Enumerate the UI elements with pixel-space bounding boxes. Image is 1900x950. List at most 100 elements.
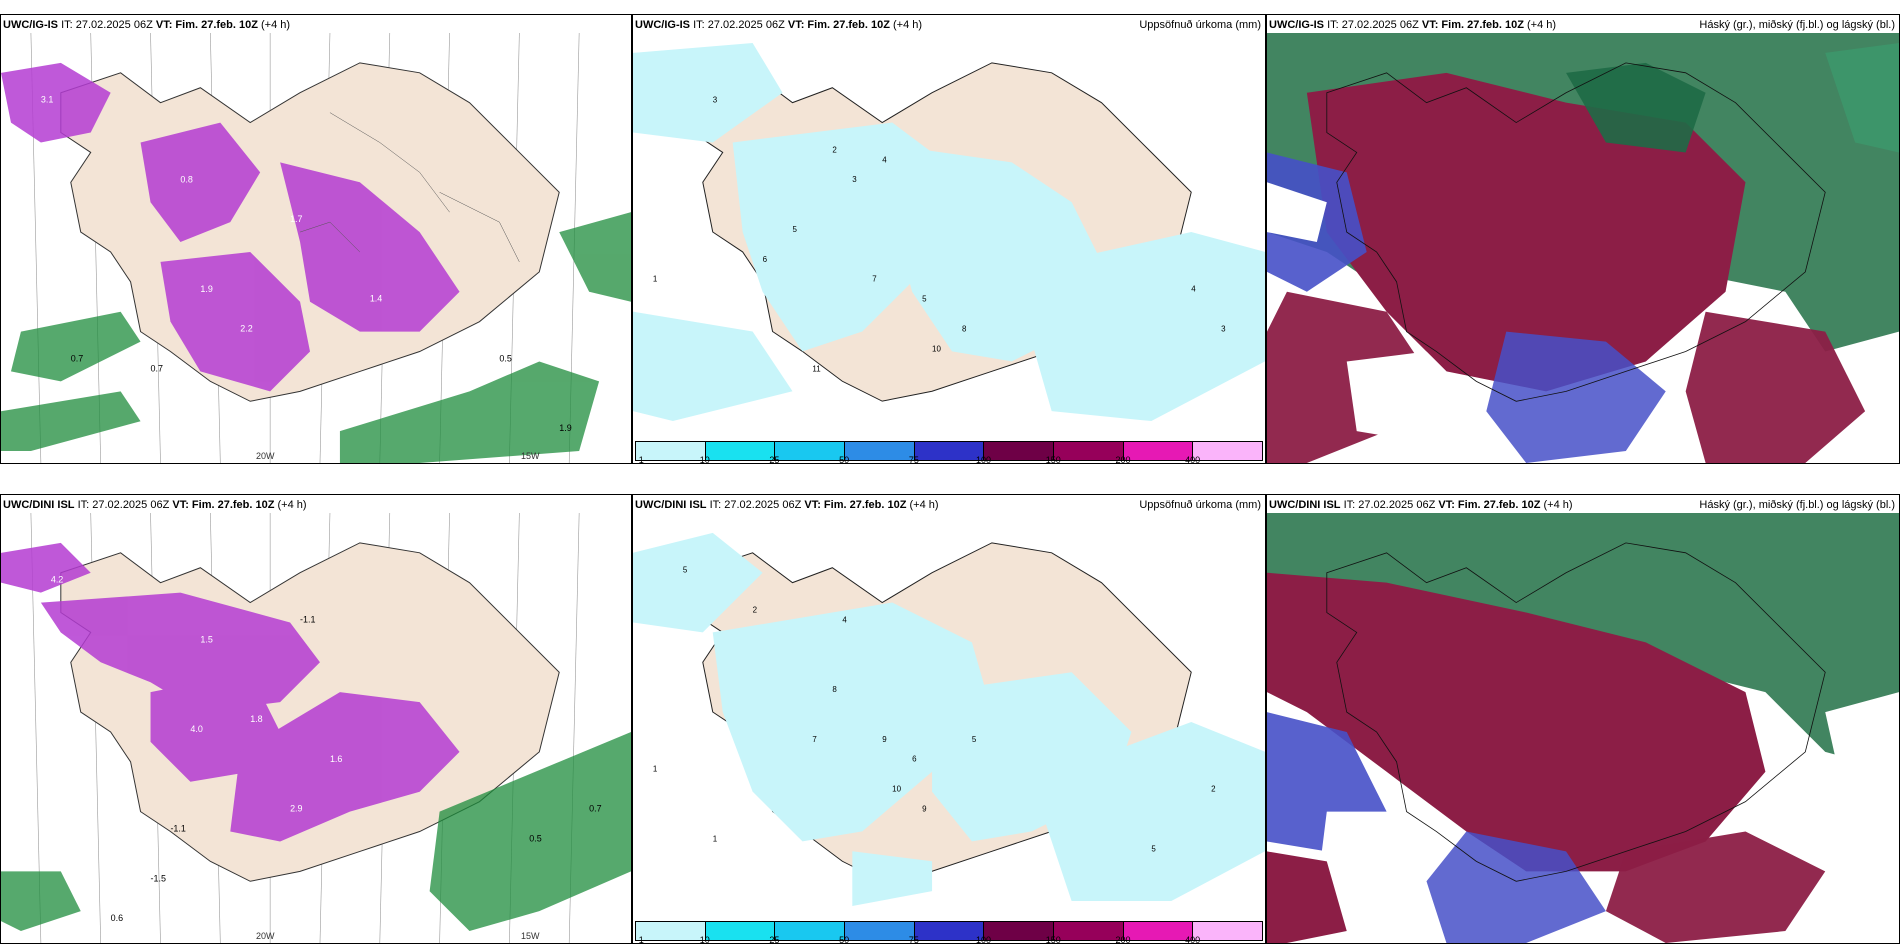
map-panel-accum-precip-igis: UWC/IG-IS IT: 27.02.2025 06Z VT: Fim. 27… [632,14,1266,464]
svg-text:2: 2 [753,606,758,615]
colorbar-tick: 25 [769,935,780,944]
svg-text:2.9: 2.9 [290,804,302,814]
svg-text:5: 5 [922,295,927,304]
map-area: 4.2 1.5 4.0 1.8 1.6 2.9 -1.1 -1.1 -1.5 0.5 0.7 0.6 [1,513,631,943]
colorbar-tick: 10 [699,455,710,464]
svg-text:4.2: 4.2 [51,575,63,585]
colorbar-tick: 150 [1045,935,1061,944]
svg-text:-1.1: -1.1 [170,824,185,834]
svg-text:1.4: 1.4 [370,294,382,304]
svg-text:1: 1 [653,275,658,284]
svg-text:2: 2 [832,145,837,154]
panel-field-title: Uppsöfnuð úrkoma (mm) [1139,499,1261,511]
svg-text:1.9: 1.9 [200,284,212,294]
svg-text:0.6: 0.6 [111,913,123,923]
svg-text:5: 5 [683,566,688,575]
svg-text:8: 8 [832,685,837,694]
colorbar-tick: 100 [976,935,992,944]
lon-label-20w: 20W [256,931,275,941]
map-area [1267,33,1899,463]
colorbar-tick: 25 [769,455,780,464]
precip-colorbar [635,441,1263,461]
svg-text:7: 7 [872,275,877,284]
svg-text:4: 4 [882,155,887,164]
svg-text:4.0: 4.0 [190,724,202,734]
colorbar-tick: 1 [638,935,644,944]
colorbar-swatch [1193,922,1263,940]
map-area: 3 2 3 4 5 6 7 5 10 8 4 3 11 1 [633,33,1265,433]
colorbar-tick: 50 [839,455,850,464]
svg-text:9: 9 [882,735,887,744]
svg-text:2: 2 [1211,785,1216,794]
svg-text:0.5: 0.5 [499,353,511,363]
colorbar-swatch [1123,442,1194,460]
colorbar-swatch [914,442,985,460]
svg-text:0.7: 0.7 [589,804,601,814]
svg-text:1.9: 1.9 [559,423,571,433]
colorbar-swatch [845,442,915,460]
colorbar-swatch [984,442,1055,460]
svg-text:10: 10 [932,344,941,353]
svg-text:5: 5 [972,735,977,744]
svg-text:0.7: 0.7 [71,353,83,363]
precip-colorbar [635,921,1263,941]
map-area: 5 2 4 8 7 9 6 10 9 5 2 5 1 1 [633,513,1265,913]
colorbar-swatch [914,922,985,940]
map-panel-clouds-dini: UWC/DINI ISL IT: 27.02.2025 06Z VT: Fim.… [1266,494,1900,944]
colorbar-swatch [775,442,846,460]
lon-label-15w: 15W [521,451,540,461]
colorbar-tick: 75 [908,455,919,464]
svg-text:-1.5: -1.5 [151,873,166,883]
svg-text:11: 11 [812,364,821,373]
map-panel-precip-type-dini: UWC/DINI ISL IT: 27.02.2025 06Z VT: Fim.… [0,494,632,944]
colorbar-tick: 150 [1045,455,1061,464]
panel-field-title: Uppsöfnuð úrkoma (mm) [1139,19,1261,31]
lon-label-20w: 20W [256,451,275,461]
colorbar-swatch [636,922,706,940]
map-area [1267,513,1899,943]
colorbar-swatch [1054,922,1124,940]
svg-text:4: 4 [842,615,847,624]
svg-text:0.8: 0.8 [180,174,192,184]
svg-text:0.5: 0.5 [529,833,541,843]
panel-field-title: Háský (gr.), miðský (fj.bl.) og lágský (… [1699,499,1895,511]
map-area: 3.1 0.8 1.7 2.2 1.9 1.4 0.7 0.7 0.5 1.9 [1,33,631,463]
colorbar-swatch [705,442,776,460]
svg-text:10: 10 [892,785,901,794]
panel-header: UWC/DINI ISL IT: 27.02.2025 06Z VT: Fim.… [635,499,939,511]
colorbar-swatch [1123,922,1194,940]
panel-header: UWC/IG-IS IT: 27.02.2025 06Z VT: Fim. 27… [3,19,291,31]
colorbar-tick: 200 [1115,935,1131,944]
svg-text:5: 5 [792,225,797,234]
svg-text:1.7: 1.7 [290,214,302,224]
panel-header: UWC/IG-IS IT: 27.02.2025 06Z VT: Fim. 27… [1269,19,1557,31]
svg-text:5: 5 [1151,844,1156,853]
lon-label-15w: 15W [521,931,540,941]
svg-text:7: 7 [812,735,817,744]
svg-text:3.1: 3.1 [41,95,53,105]
colorbar-tick: 400 [1185,455,1201,464]
svg-text:0.7: 0.7 [151,363,163,373]
svg-text:1: 1 [653,765,658,774]
colorbar-tick: 50 [839,935,850,944]
svg-text:3: 3 [713,96,718,105]
panel-field-title: Háský (gr.), miðský (fj.bl.) og lágský (… [1699,19,1895,31]
colorbar-swatch [1054,442,1124,460]
map-panel-accum-precip-dini: UWC/DINI ISL IT: 27.02.2025 06Z VT: Fim.… [632,494,1266,944]
map-panel-clouds-igis: UWC/IG-IS IT: 27.02.2025 06Z VT: Fim. 27… [1266,14,1900,464]
svg-text:1.6: 1.6 [330,754,342,764]
colorbar-tick: 100 [976,455,992,464]
colorbar-swatch [705,922,776,940]
colorbar-tick: 1 [638,455,644,464]
svg-text:3: 3 [852,175,857,184]
svg-text:1: 1 [713,834,718,843]
svg-text:8: 8 [962,325,967,334]
svg-text:3: 3 [1221,325,1226,334]
svg-text:9: 9 [922,805,927,814]
svg-text:-1.1: -1.1 [300,614,315,624]
colorbar-swatch [845,922,915,940]
colorbar-tick: 75 [908,935,919,944]
colorbar-ticks: 1 10 25 50 75 100 150 200 400 [635,453,1263,464]
colorbar-tick: 10 [699,935,710,944]
svg-text:2.2: 2.2 [240,324,252,334]
